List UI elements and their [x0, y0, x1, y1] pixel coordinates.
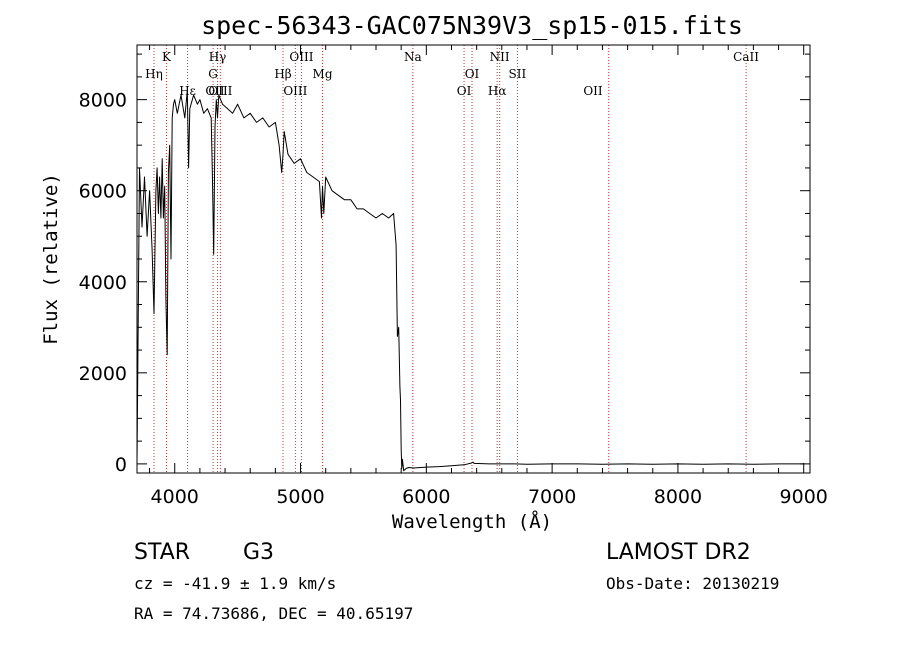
object-subclass: G3 [243, 540, 274, 565]
reference-lines [153, 45, 747, 473]
reference-line-label: NII [490, 50, 510, 64]
coordinates: RA = 74.73686, DEC = 40.65197 [134, 604, 413, 623]
reference-line-label: SII [509, 67, 527, 81]
spectrum-line [136, 90, 804, 472]
reference-line-label: Hγ [209, 50, 227, 64]
plot-frame [136, 44, 811, 474]
reference-line-label: Hβ [274, 67, 291, 81]
reference-line-label: Hα [488, 84, 507, 98]
y-tick-label: 2000 [79, 363, 127, 385]
axis-ticks: 4000 5000 6000 7000 8000 9000 0 2000 4000 6000 800… [79, 45, 828, 508]
y-tick-label: 0 [115, 454, 127, 476]
y-axis-label: Flux (relative) [40, 173, 62, 345]
reference-line-label: OIII [283, 84, 307, 98]
reference-line-label: OII [583, 84, 603, 98]
reference-line-label: OIII [208, 84, 232, 98]
reference-line-label: OI [457, 84, 472, 98]
redshift-cz: cz = -41.9 ± 1.9 km/s [134, 574, 336, 593]
x-tick-label: 7000 [528, 486, 576, 508]
reference-line-label: Hη [145, 67, 163, 81]
x-tick-label: 9000 [780, 486, 828, 508]
x-tick-label: 6000 [402, 486, 450, 508]
reference-line-label: G [208, 67, 218, 81]
reference-line-label: OI [465, 67, 480, 81]
reference-line-label: K [162, 50, 172, 64]
reference-line-label: OIII [289, 50, 313, 64]
reference-line-label: CaII [733, 50, 759, 64]
y-tick-label: 4000 [79, 272, 127, 294]
object-class: STAR [134, 540, 190, 565]
x-tick-label: 5000 [276, 486, 324, 508]
reference-line-label: Mg [313, 67, 333, 81]
observation-date: Obs-Date: 20130219 [606, 574, 779, 593]
spectrum-series [136, 90, 804, 472]
x-tick-label: 4000 [151, 486, 199, 508]
y-tick-label: 8000 [79, 90, 127, 112]
x-tick-label: 8000 [654, 486, 702, 508]
y-tick-label: 6000 [79, 181, 127, 203]
chart-title: spec-56343-GAC075N39V3_sp15-015.fits [201, 11, 743, 40]
reference-line-label: Na [404, 50, 422, 64]
reference-line-label: OII [205, 84, 225, 98]
x-axis-label: Wavelength (Å) [392, 510, 552, 533]
survey-name: LAMOST DR2 [606, 540, 751, 565]
